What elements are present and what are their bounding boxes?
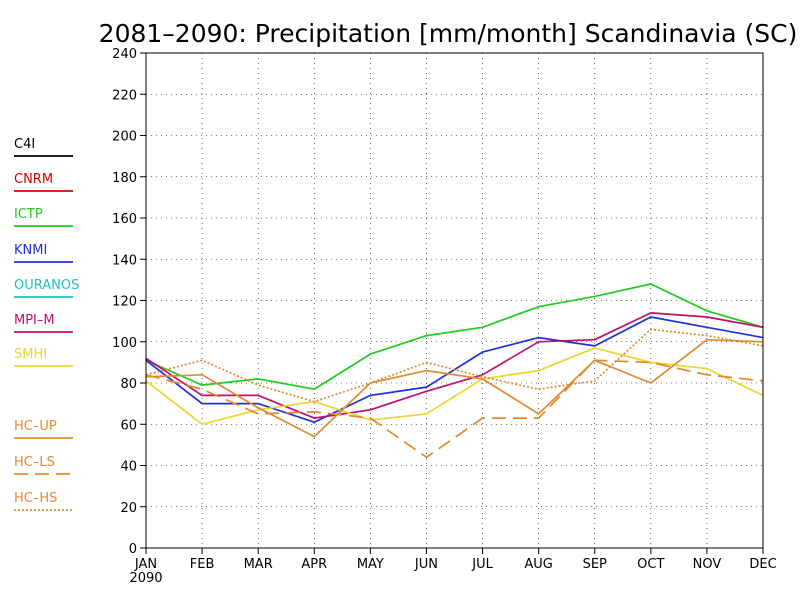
chart-title: 2081–2090: Precipitation [mm/month] Scan… (99, 19, 798, 48)
x-tick-label: MAR (244, 557, 273, 572)
x-tick-label: JAN (134, 557, 157, 572)
y-tick-label: 40 (120, 460, 137, 475)
legend-label-cnrm: CNRM (14, 172, 53, 187)
y-tick-label: 120 (112, 295, 137, 310)
legend-label-knmi: KNMI (14, 243, 47, 258)
legend-label-mpi-m: MPI–M (14, 313, 55, 328)
y-tick-label: 80 (120, 377, 137, 392)
x-tick-label: NOV (693, 557, 722, 572)
y-tick-label: 240 (112, 47, 137, 62)
x-tick-label: JUL (471, 557, 493, 572)
x-tick-label: OCT (637, 557, 664, 572)
y-tick-label: 140 (112, 253, 137, 268)
y-tick-label: 180 (112, 171, 137, 186)
y-tick-label: 220 (112, 88, 137, 103)
y-axis: 0 20 40 60 80 100 120 140 160 180 200 220 240 (112, 47, 146, 557)
series-line-smhi (145, 347, 764, 426)
plot-frame (145, 52, 764, 549)
legend-label-c4i: C4I (14, 137, 35, 152)
series-line-hc-hs (145, 328, 764, 403)
x-tick-label: APR (301, 557, 327, 572)
series-line-ictp (145, 283, 764, 391)
x-tick-label: SEP (583, 557, 607, 572)
y-tick-label: 0 (129, 542, 137, 557)
legend-label-ouranos: OURANOS (14, 278, 79, 293)
x-year-label: 2090 (129, 571, 162, 586)
x-tick-label: MAY (357, 557, 384, 572)
series-lines (145, 283, 764, 459)
x-tick-label: JUN (414, 557, 438, 572)
y-tick-label: 100 (112, 336, 137, 351)
legend: C4I CNRM ICTP KNMI OURANOS MPI–M SMHI HC–UP HC–L… (14, 137, 79, 511)
x-tick-label: AUG (524, 557, 552, 572)
x-tick-label: FEB (190, 557, 215, 572)
series-line-mpi-m (145, 312, 764, 419)
series-line-hc-ls (145, 359, 764, 459)
y-tick-label: 160 (112, 212, 137, 227)
y-tick-label: 60 (120, 418, 137, 433)
legend-label-hc-up: HC–UP (14, 419, 57, 434)
grid-lines (146, 53, 763, 548)
legend-label-ictp: ICTP (14, 207, 43, 222)
legend-label-hc-hs: HC–HS (14, 491, 57, 506)
legend-label-smhi: SMHI (14, 347, 47, 362)
series-line-hc-up (145, 338, 764, 438)
y-tick-label: 200 (112, 130, 137, 145)
x-axis: JAN FEB MAR APR MAY JUN JUL AUG SEP OCT NOV DEC (134, 548, 777, 572)
x-tick-label: DEC (749, 557, 776, 572)
y-tick-label: 20 (120, 501, 137, 516)
legend-label-hc-ls: HC–LS (14, 455, 55, 470)
